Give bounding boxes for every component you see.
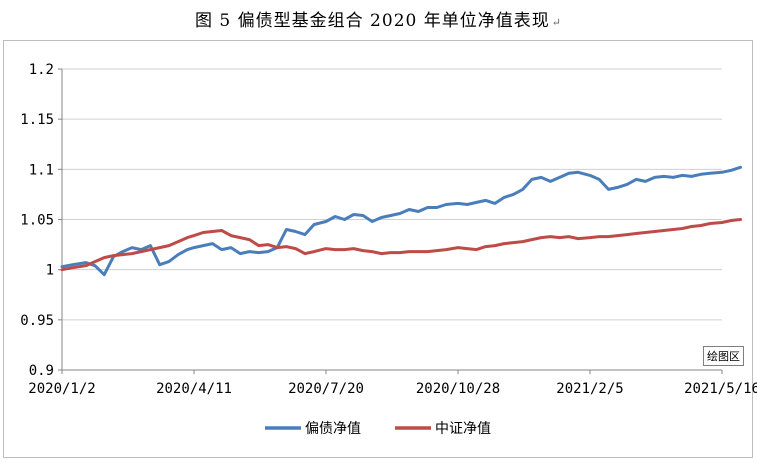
paragraph-mark: ↵ [551,16,562,29]
gridlines [62,68,722,321]
y-tick-label: 0.9 [29,363,54,379]
caption-text: 图 5 偏债型基金组合 2020 年单位净值表现 [195,11,550,31]
x-tick-label: 2021/2/5 [556,381,623,397]
x-tick-label: 2021/5/16 [684,381,757,397]
series-line-1 [60,218,742,272]
y-tick-label: 1.15 [20,112,54,128]
legend-label-1: 中证净值 [435,421,491,437]
x-tick-label: 2020/4/11 [156,381,232,397]
series-lines [60,165,742,277]
figure-caption: 图 5 偏债型基金组合 2020 年单位净值表现 ↵ [0,6,757,31]
y-tick-label: 0.95 [20,313,54,329]
y-tick-label: 1 [46,263,54,279]
series-line-0 [60,165,742,277]
y-tick-label: 1.2 [29,62,54,78]
x-axis-ticks: 2020/1/2 2020/4/11 2020/7/20 2020/10/28 2021… [28,381,757,397]
x-tick-label: 2020/7/20 [288,381,364,397]
y-tick-label: 1.05 [20,213,54,229]
axes [58,68,723,374]
chart-frame[interactable] [3,40,753,458]
legend-label-0: 偏债净值 [305,421,361,437]
plot-area-tooltip: 绘图区 [703,346,744,366]
legend[interactable]: 偏债净值 中证净值 [265,421,491,437]
x-tick-label: 2020/1/2 [28,381,95,397]
x-tick-label: 2020/10/28 [416,381,500,397]
y-tick-label: 1.1 [29,162,54,178]
y-axis-ticks: 0.9 0.95 1 1.05 1.1 1.15 1.2 [20,62,54,379]
